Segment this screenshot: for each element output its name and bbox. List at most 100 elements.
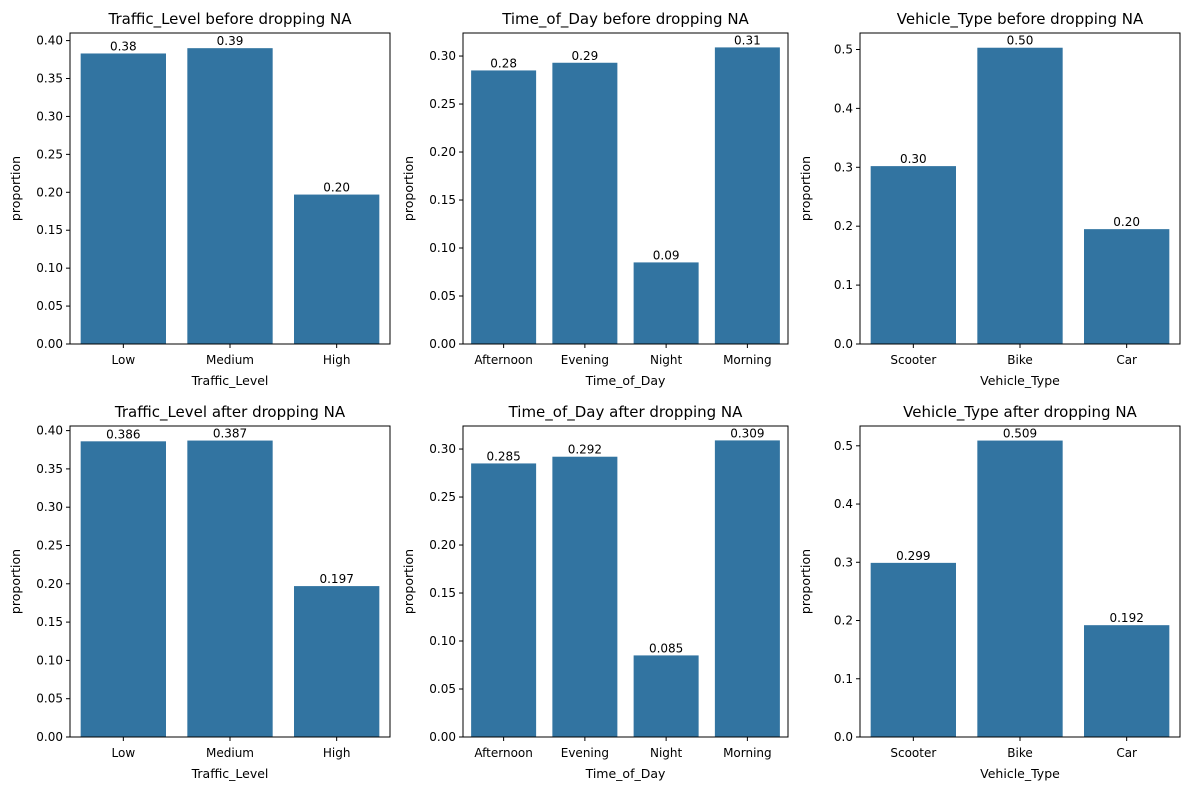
y-tick-label: 0.4 [834,497,853,511]
bar [471,70,537,345]
x-tick-label: Night [650,746,683,760]
x-tick-label: Evening [561,746,609,760]
data-label: 0.28 [490,56,517,70]
y-tick-label: 0.25 [36,147,63,161]
subplot-3: 0.30 0.50 0.20 0.0 0.1 0.2 0.3 0.4 0.5 Scooter Bik… [798,10,1181,388]
x-axis-label: Traffic_Level [191,373,269,388]
y-tick-label: 0.30 [36,500,63,514]
axes-frame [462,32,789,345]
y-tick-label: 0.0 [834,337,853,351]
data-label: 0.309 [730,426,764,440]
y-axis-label: proportion [798,549,813,614]
data-label: 0.39 [217,34,244,48]
data-label: 0.20 [1113,215,1140,229]
y-axis-label: proportion [798,156,813,221]
x-tick-label: Morning [723,353,772,367]
y-tick-label: 0.10 [36,261,63,275]
data-label: 0.285 [486,449,520,463]
x-axis-label: Vehicle_Type [980,373,1060,388]
x-tick-label: Car [1116,353,1137,367]
y-tick-label: 0.15 [36,223,63,237]
bar [714,47,780,345]
bar [633,655,699,737]
x-tick-label: Night [650,353,683,367]
data-label: 0.509 [1003,427,1037,441]
x-tick-label: High [323,746,351,760]
data-label: 0.50 [1007,34,1034,48]
x-tick-label: Afternoon [474,746,533,760]
y-tick-label: 0.10 [36,653,63,667]
y-tick-label: 0.30 [429,49,456,63]
bar [1084,229,1170,344]
x-tick-label: Morning [723,746,772,760]
y-tick-label: 0.10 [429,634,456,648]
data-label: 0.09 [653,248,680,262]
y-tick-label: 0.20 [36,185,63,199]
x-axis-label: Time_of_Day [585,373,666,388]
y-tick-label: 0.00 [429,337,456,351]
y-tick-label: 0.05 [429,289,456,303]
y-tick-label: 0.35 [36,462,63,476]
bar [714,440,780,737]
y-tick-label: 0.15 [429,193,456,207]
y-axis-label: proportion [401,549,416,614]
y-tick-label: 0.25 [36,538,63,552]
data-label: 0.292 [568,443,602,457]
subplot-6: 0.299 0.509 0.192 0.0 0.1 0.2 0.3 0.4 0.5 Scooter… [798,403,1181,781]
x-tick-label: Car [1116,746,1137,760]
y-tick-label: 0.40 [36,424,63,438]
data-label: 0.29 [572,49,599,63]
x-axis-label: Vehicle_Type [980,766,1060,781]
x-tick-label: Evening [561,353,609,367]
y-tick-label: 0.15 [36,615,63,629]
x-tick-label: High [323,353,351,367]
x-tick-label: Low [112,353,136,367]
y-tick-label: 0.05 [429,682,456,696]
y-tick-label: 0.1 [834,672,853,686]
x-tick-label: Medium [206,746,254,760]
chart-title: Traffic_Level after dropping NA [114,403,346,422]
y-tick-label: 0.05 [36,299,63,313]
y-tick-label: 0.30 [429,442,456,456]
y-tick-label: 0.20 [429,538,456,552]
data-label: 0.31 [734,33,761,47]
data-label: 0.192 [1109,611,1143,625]
y-tick-label: 0.00 [36,337,63,351]
data-label: 0.299 [896,549,930,563]
subplot-2: 0.28 0.29 0.09 0.31 0.00 0.05 0.10 0.15 0.20 0.25… [401,10,789,388]
chart-title: Vehicle_Type after dropping NA [903,403,1137,422]
bar [471,463,537,737]
bar [1084,625,1170,737]
bar [552,62,618,345]
y-tick-label: 0.5 [834,42,853,56]
chart-title: Time_of_Day before dropping NA [501,10,749,29]
y-tick-label: 0.30 [36,109,63,123]
y-axis-label: proportion [8,156,23,221]
x-tick-label: Bike [1007,353,1032,367]
bar [187,48,273,345]
bar [870,166,956,344]
x-axis-label: Time_of_Day [585,766,666,781]
bar [80,441,166,737]
bar [80,53,166,344]
axes-frame [462,425,789,738]
bar [552,456,618,737]
bar [187,440,273,737]
x-tick-label: Medium [206,353,254,367]
y-tick-label: 0.20 [36,577,63,591]
x-tick-label: Low [112,746,136,760]
data-label: 0.085 [649,641,683,655]
bar [977,440,1063,737]
data-label: 0.197 [319,572,353,586]
y-tick-label: 0.5 [834,439,853,453]
y-tick-label: 0.05 [36,692,63,706]
y-axis-label: proportion [8,549,23,614]
y-tick-label: 0.3 [834,555,853,569]
y-tick-label: 0.10 [429,241,456,255]
y-tick-label: 0.4 [834,101,853,115]
x-tick-label: Bike [1007,746,1032,760]
y-tick-label: 0.25 [429,490,456,504]
y-tick-label: 0.0 [834,730,853,744]
y-tick-label: 0.2 [834,219,853,233]
